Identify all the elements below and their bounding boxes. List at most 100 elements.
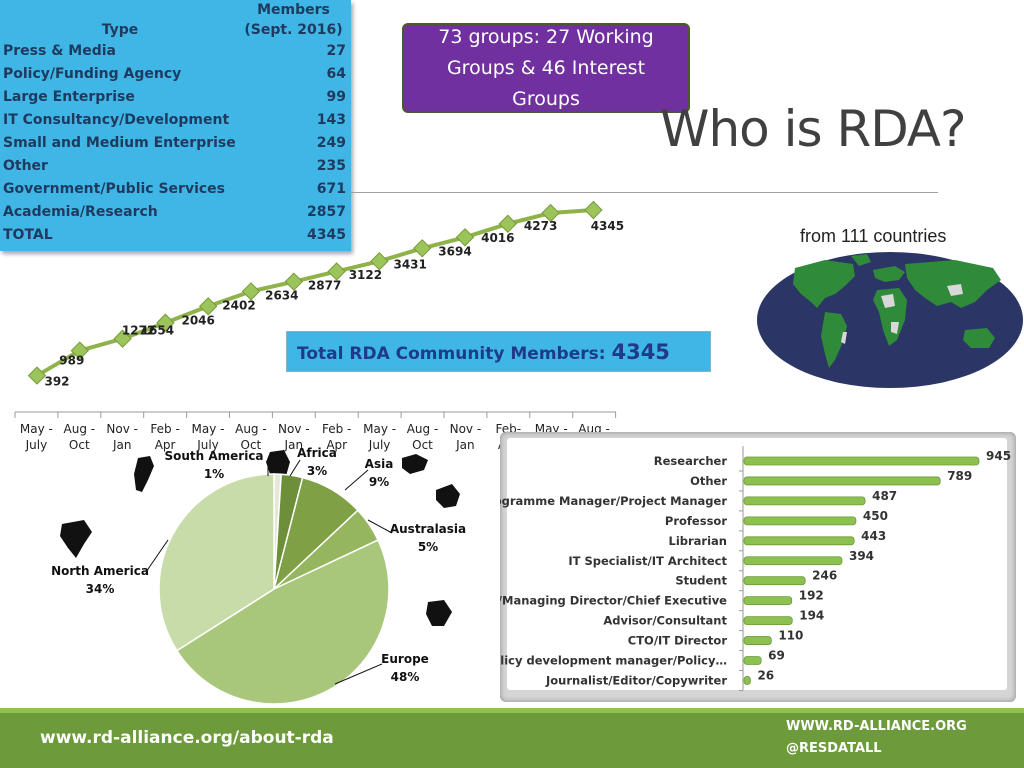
bar-value-label: 789	[947, 469, 972, 483]
slice-percent: 9%	[369, 475, 389, 489]
bar-category-label: Researcher	[654, 454, 728, 468]
data-label: 1654	[141, 324, 174, 338]
x-tick-label: Nov -	[106, 422, 138, 436]
row-members: 143	[316, 112, 346, 128]
pie-slice	[158, 473, 275, 652]
row-members: 99	[326, 89, 346, 105]
row-type: Government/Public Services	[3, 181, 226, 197]
x-tick-label: May -	[363, 422, 396, 436]
x-tick-label: Jan	[455, 438, 475, 452]
leader-line	[367, 519, 393, 534]
map-highlight-countries	[841, 284, 963, 344]
bar	[743, 476, 941, 486]
bar-value-label: 394	[849, 549, 874, 563]
x-tick-label: Aug -	[407, 422, 439, 436]
bar-value-label: 69	[768, 649, 785, 663]
data-point	[327, 262, 346, 281]
data-label: 3431	[393, 257, 426, 271]
x-tick-label: May -	[192, 422, 225, 436]
x-tick-label: Feb -	[150, 422, 179, 436]
bar	[743, 596, 793, 606]
x-tick-label: July	[196, 438, 219, 452]
total-value: 4345	[611, 340, 670, 364]
row-type: Other	[3, 158, 48, 174]
bar-value-label: 110	[778, 629, 803, 643]
header-members-line2: (Sept. 2016)	[244, 22, 343, 38]
bar	[743, 616, 793, 626]
bar-value-label: 194	[799, 609, 824, 623]
slice-label: North America	[51, 564, 149, 578]
data-point	[541, 203, 560, 223]
leader-line	[334, 663, 383, 685]
row-type: Large Enterprise	[3, 89, 135, 105]
table-row: Government/Public Services 671	[0, 178, 351, 201]
row-members: 64	[326, 66, 346, 82]
header-type: Type	[101, 22, 139, 38]
bar	[743, 536, 855, 546]
countries-label: from 111 countries	[800, 226, 947, 246]
bar	[743, 676, 751, 685]
bar-category-label: Other	[690, 474, 727, 488]
bar-value-label: 192	[799, 589, 824, 603]
bar-category-label: Advisor/Consultant	[603, 614, 727, 628]
bar-category-label: Programme Manager/Project Manager	[500, 494, 727, 508]
data-point	[241, 282, 261, 301]
page-title: Who is RDA?	[660, 100, 967, 158]
slice-percent: 48%	[391, 670, 420, 684]
data-label: 2402	[222, 298, 255, 312]
data-label: 2877	[308, 278, 341, 292]
members-table: Type Members (Sept. 2016) Press & Media 2…	[0, 0, 351, 251]
table-row: Academia/Research 2857	[0, 201, 351, 224]
leader-line	[289, 459, 301, 477]
bar-category-label: CTO/IT Director	[628, 634, 728, 648]
data-label: 4016	[481, 231, 514, 245]
x-tick-label: Aug -	[235, 422, 267, 436]
total-label: Total RDA Community Members:	[297, 344, 612, 364]
table-row: Small and Medium Enterprise 249	[0, 132, 351, 155]
australasia-icon	[436, 484, 460, 508]
row-members: 671	[316, 181, 346, 197]
total-members-box: Total RDA Community Members: 4345	[286, 331, 711, 372]
row-members: 4345	[307, 227, 346, 243]
x-tick-label: July	[368, 438, 391, 452]
data-label: 4273	[524, 219, 557, 233]
x-tick-label: July	[25, 438, 48, 452]
data-point	[199, 297, 218, 316]
data-point	[584, 200, 603, 220]
x-tick-label: Oct	[241, 438, 262, 452]
data-label: 392	[44, 375, 69, 389]
row-type: Small and Medium Enterprise	[3, 135, 236, 151]
data-label: 3122	[349, 268, 382, 282]
data-label: 2046	[181, 313, 214, 327]
data-point	[70, 341, 89, 360]
footer-twitter-handle[interactable]: @RESDATALL	[786, 741, 882, 756]
row-members: 249	[316, 135, 346, 151]
bar	[743, 456, 980, 466]
table-row: Large Enterprise 99	[0, 86, 351, 109]
bar-category-label: Student	[675, 574, 727, 588]
slice-percent: 1%	[204, 467, 224, 481]
bar	[743, 656, 762, 665]
slice-percent: 34%	[86, 582, 115, 596]
series-line	[35, 208, 594, 378]
north-america-icon	[60, 520, 92, 558]
data-point	[113, 329, 132, 348]
slice-label: Asia	[365, 457, 394, 471]
bar-chart: Researcher 945 Other 789 Programme Manager/P…	[500, 446, 1011, 691]
bar-value-label: 246	[812, 569, 837, 583]
south-america-icon	[134, 456, 154, 492]
bar	[743, 496, 866, 506]
data-point	[27, 366, 47, 385]
bar-category-label: Journalist/Editor/Copywriter	[545, 673, 727, 687]
footer-url-link[interactable]: www.rd-alliance.org/about-rda	[40, 728, 334, 748]
bar	[743, 636, 772, 645]
bar	[743, 576, 806, 586]
x-tick-label: Feb -	[322, 422, 351, 436]
bar-category-label: IT Specialist/IT Architect	[568, 554, 727, 568]
x-tick-label: Aug -	[64, 422, 96, 436]
bar-category-label: Professor	[665, 514, 727, 528]
footer-website-link[interactable]: WWW.RD-ALLIANCE.ORG	[786, 719, 967, 734]
data-point	[284, 272, 303, 291]
x-tick-label: Apr	[155, 438, 176, 452]
